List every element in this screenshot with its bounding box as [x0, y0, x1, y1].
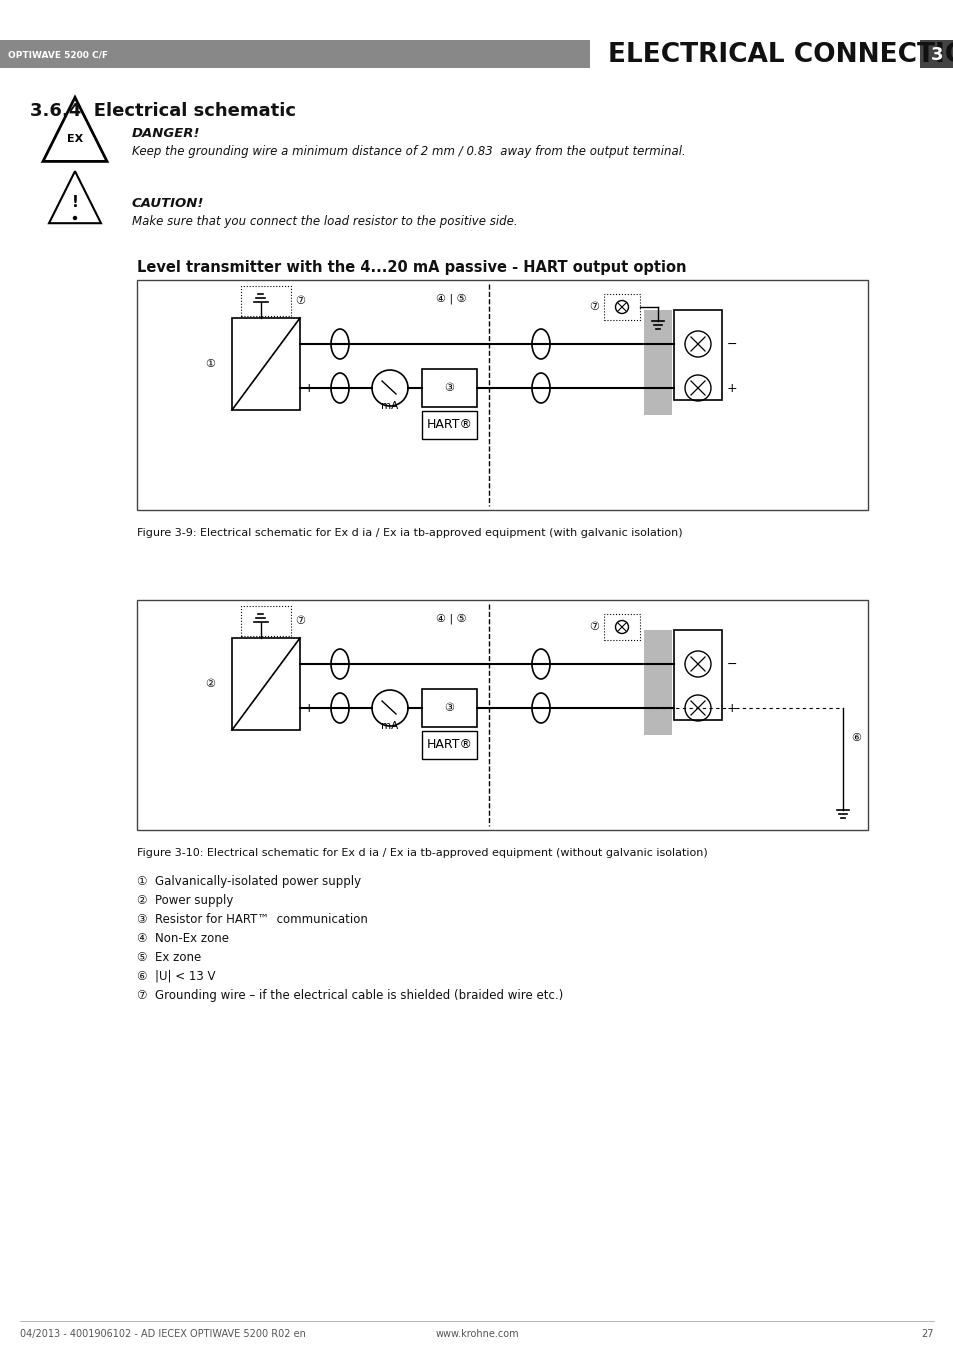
Bar	[421, 411, 476, 439]
Text: ③: ③	[444, 703, 454, 713]
Bar	[673, 309, 721, 400]
Text: +: +	[726, 381, 737, 394]
Text: ②: ②	[205, 680, 214, 689]
Text: www.krohne.com: www.krohne.com	[435, 1329, 518, 1339]
Text: DANGER!: DANGER!	[132, 127, 200, 141]
Text: Figure 3-9: Electrical schematic for Ex d ia / Ex ia tb-approved equipment (with: Figure 3-9: Electrical schematic for Ex …	[137, 528, 682, 538]
Bar	[241, 286, 291, 316]
Text: mA: mA	[381, 721, 398, 731]
Text: +: +	[304, 381, 314, 394]
Text: −: −	[304, 658, 314, 670]
Bar	[421, 689, 476, 727]
Text: ⑥: ⑥	[850, 734, 861, 743]
Bar	[643, 309, 671, 415]
Text: !: !	[71, 195, 78, 209]
Bar	[603, 295, 639, 320]
Text: Level transmitter with the 4...20 mA passive - HART output option: Level transmitter with the 4...20 mA pas…	[137, 259, 686, 276]
Text: +: +	[726, 701, 737, 715]
Text: ②  Power supply: ② Power supply	[137, 894, 233, 907]
Text: ③  Resistor for HART™  communication: ③ Resistor for HART™ communication	[137, 913, 368, 925]
Text: 3.6.4  Electrical schematic: 3.6.4 Electrical schematic	[30, 101, 295, 120]
Bar	[421, 731, 476, 759]
Text: 27: 27	[921, 1329, 933, 1339]
Bar	[673, 630, 721, 720]
Text: ⑦: ⑦	[588, 303, 598, 312]
Text: mA: mA	[381, 401, 398, 411]
Text: ①  Galvanically-isolated power supply: ① Galvanically-isolated power supply	[137, 875, 361, 888]
Text: HART®: HART®	[426, 739, 472, 751]
Text: ⑦: ⑦	[294, 616, 305, 626]
Text: ELECTRICAL CONNECTIONS: ELECTRICAL CONNECTIONS	[607, 42, 953, 68]
Text: OPTIWAVE 5200 C/F: OPTIWAVE 5200 C/F	[8, 50, 108, 59]
Bar	[0, 41, 589, 68]
Text: EX: EX	[67, 134, 83, 145]
Text: Figure 3-10: Electrical schematic for Ex d ia / Ex ia tb-approved equipment (wit: Figure 3-10: Electrical schematic for Ex…	[137, 848, 707, 858]
Bar	[241, 607, 291, 636]
Text: ④ | ⑤: ④ | ⑤	[436, 295, 466, 304]
Text: ④ | ⑤: ④ | ⑤	[436, 613, 466, 624]
Text: 3: 3	[930, 46, 943, 63]
Text: ⑦: ⑦	[588, 621, 598, 632]
Bar	[919, 41, 953, 68]
Bar	[421, 369, 476, 407]
Bar	[232, 638, 299, 730]
Text: CAUTION!: CAUTION!	[132, 197, 204, 209]
Text: HART®: HART®	[426, 419, 472, 431]
Text: −: −	[726, 338, 737, 350]
Text: ⑥  |U| < 13 V: ⑥ |U| < 13 V	[137, 970, 215, 984]
Text: ①: ①	[205, 359, 214, 369]
Bar	[643, 630, 671, 735]
Text: ③: ③	[444, 382, 454, 393]
Bar	[137, 600, 867, 830]
Text: +: +	[304, 701, 314, 715]
Text: −: −	[304, 338, 314, 350]
Text: −: −	[726, 658, 737, 670]
Text: ⑤  Ex zone: ⑤ Ex zone	[137, 951, 201, 965]
Text: ⑦  Grounding wire – if the electrical cable is shielded (braided wire etc.): ⑦ Grounding wire – if the electrical cab…	[137, 989, 562, 1002]
Bar	[137, 280, 867, 509]
Text: ⑦: ⑦	[294, 296, 305, 305]
Bar	[603, 613, 639, 640]
Text: 04/2013 - 4001906102 - AD IECEX OPTIWAVE 5200 R02 en: 04/2013 - 4001906102 - AD IECEX OPTIWAVE…	[20, 1329, 306, 1339]
Bar	[232, 317, 299, 409]
Text: Keep the grounding wire a minimum distance of 2 mm / 0.83  away from the output : Keep the grounding wire a minimum distan…	[132, 145, 685, 158]
Text: Make sure that you connect the load resistor to the positive side.: Make sure that you connect the load resi…	[132, 215, 517, 228]
Text: ④  Non-Ex zone: ④ Non-Ex zone	[137, 932, 229, 944]
Circle shape	[73, 216, 76, 219]
